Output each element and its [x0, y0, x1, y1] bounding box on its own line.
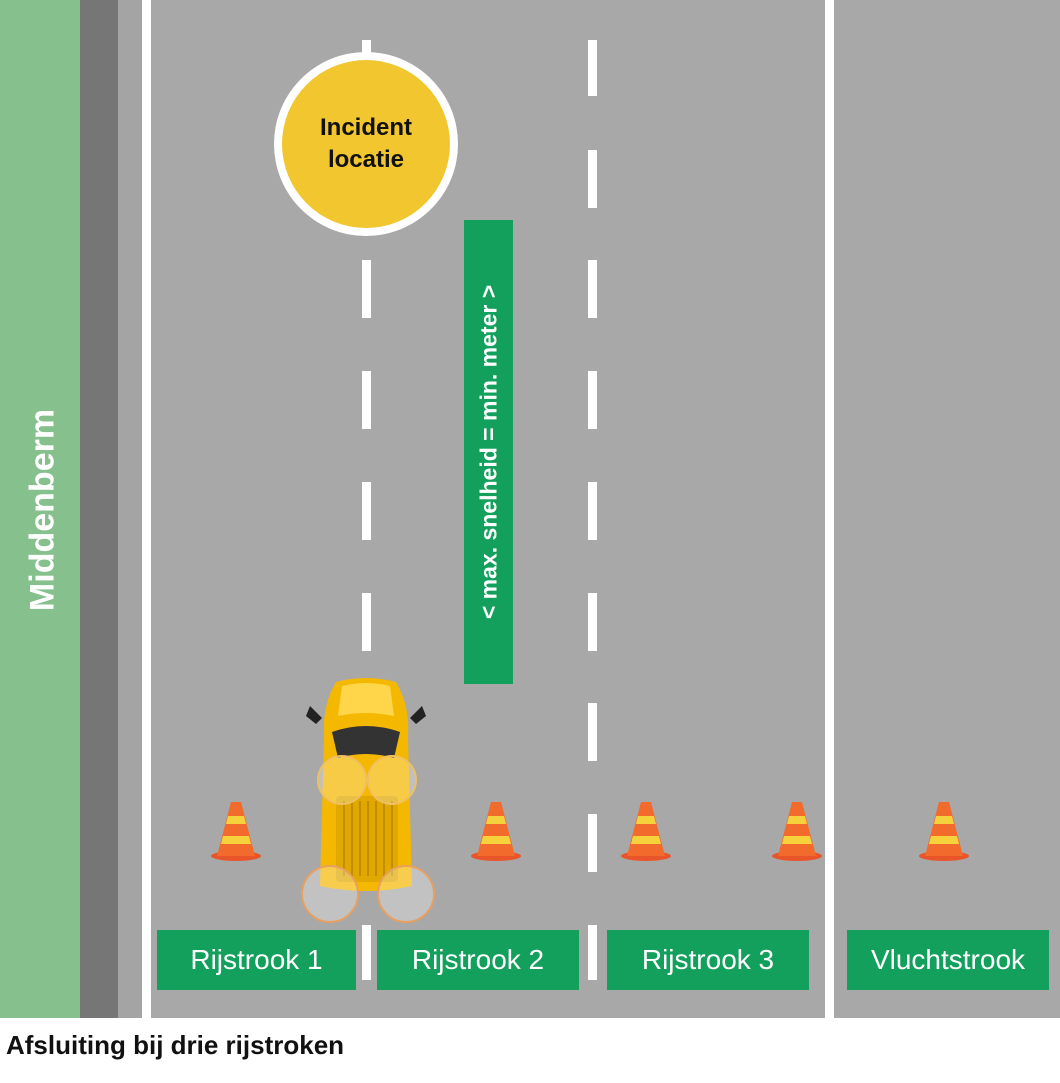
road-shoulder-left: [118, 0, 142, 1018]
distance-sign: < max. snelheid = min. meter >: [464, 220, 513, 684]
lane-label-1: Rijstrook 1: [157, 930, 356, 990]
left-edge-line: [142, 0, 151, 1018]
lane-divider-1-2: [362, 0, 371, 1018]
lane-divider-2-3: [588, 0, 597, 1018]
traffic-cone-icon: [772, 802, 822, 861]
traffic-cone-icon: [211, 802, 261, 861]
median-label: Middenberm: [23, 408, 62, 612]
median-strip: Middenberm: [0, 0, 80, 1018]
incident-location-marker: Incident locatie: [274, 52, 458, 236]
crash-barrier: [80, 0, 118, 1018]
lane-label-3: Rijstrook 3: [607, 930, 809, 990]
diagram-caption: Afsluiting bij drie rijstroken: [6, 1030, 345, 1060]
right-edge-line: [825, 0, 834, 1018]
road-diagram: Middenberm Incident locatie <: [0, 0, 1060, 1018]
incident-label-line1: Incident: [319, 114, 412, 141]
distance-sign-text: < max. snelheid = min. meter >: [475, 284, 501, 620]
lane-label-hard-shoulder: Vluchtstrook: [847, 930, 1049, 990]
traffic-cone-icon: [471, 802, 521, 861]
incident-label-line2: locatie: [327, 146, 404, 173]
lane-label-2: Rijstrook 2: [377, 930, 579, 990]
traffic-cone-icon: [621, 802, 671, 861]
traffic-cone-icon: [919, 802, 969, 861]
road-inspector-vehicle-icon: [301, 678, 435, 923]
